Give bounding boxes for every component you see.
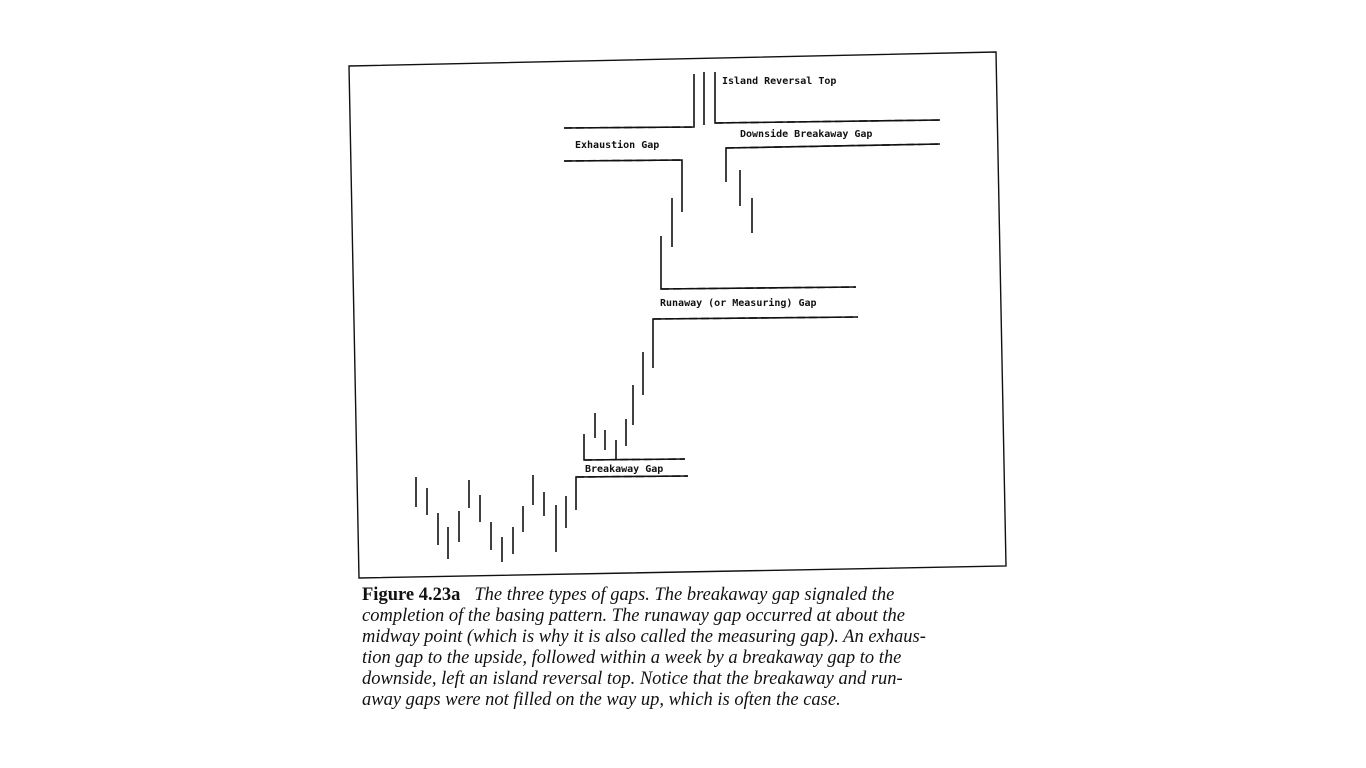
gap-lines xyxy=(563,119,941,478)
caption-line-4: tion gap to the upside, followed within … xyxy=(362,648,902,668)
caption-line-5: downside, left an island reversal top. N… xyxy=(362,669,903,689)
label-breakaway-gap: Breakaway Gap xyxy=(585,464,663,475)
label-island-reversal-top: Island Reversal Top xyxy=(722,76,836,87)
gap-diagram: Island Reversal Top Downside Breakaway G… xyxy=(348,51,1007,579)
figure-caption: Figure 4.23a The three types of gaps. The… xyxy=(362,585,1007,711)
caption-line-2: completion of the basing pattern. The ru… xyxy=(362,606,905,626)
figure-number: Figure 4.23a xyxy=(362,585,461,605)
label-runaway-gap: Runaway (or Measuring) Gap xyxy=(660,297,817,309)
label-exhaustion-gap: Exhaustion Gap xyxy=(575,139,659,151)
caption-text-1: The three types of gaps. The breakaway g… xyxy=(474,585,895,605)
label-downside-breakaway-gap: Downside Breakaway Gap xyxy=(740,128,872,140)
figure: Island Reversal Top Downside Breakaway G… xyxy=(348,51,1007,579)
caption-line-6: away gaps were not filled on the way up,… xyxy=(362,690,841,710)
caption-line-3: midway point (which is why it is also ca… xyxy=(362,627,926,647)
diagram-border xyxy=(348,51,1007,579)
caption-line-1: Figure 4.23a The three types of gaps. The… xyxy=(362,585,1007,606)
